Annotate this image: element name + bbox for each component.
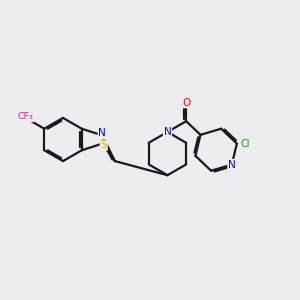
Text: CF₃: CF₃ bbox=[18, 112, 34, 122]
Text: Cl: Cl bbox=[241, 139, 250, 148]
Text: N: N bbox=[228, 160, 236, 170]
Text: O: O bbox=[182, 98, 190, 108]
Text: N: N bbox=[98, 128, 106, 138]
Text: N: N bbox=[164, 127, 171, 137]
Text: S: S bbox=[100, 140, 107, 150]
